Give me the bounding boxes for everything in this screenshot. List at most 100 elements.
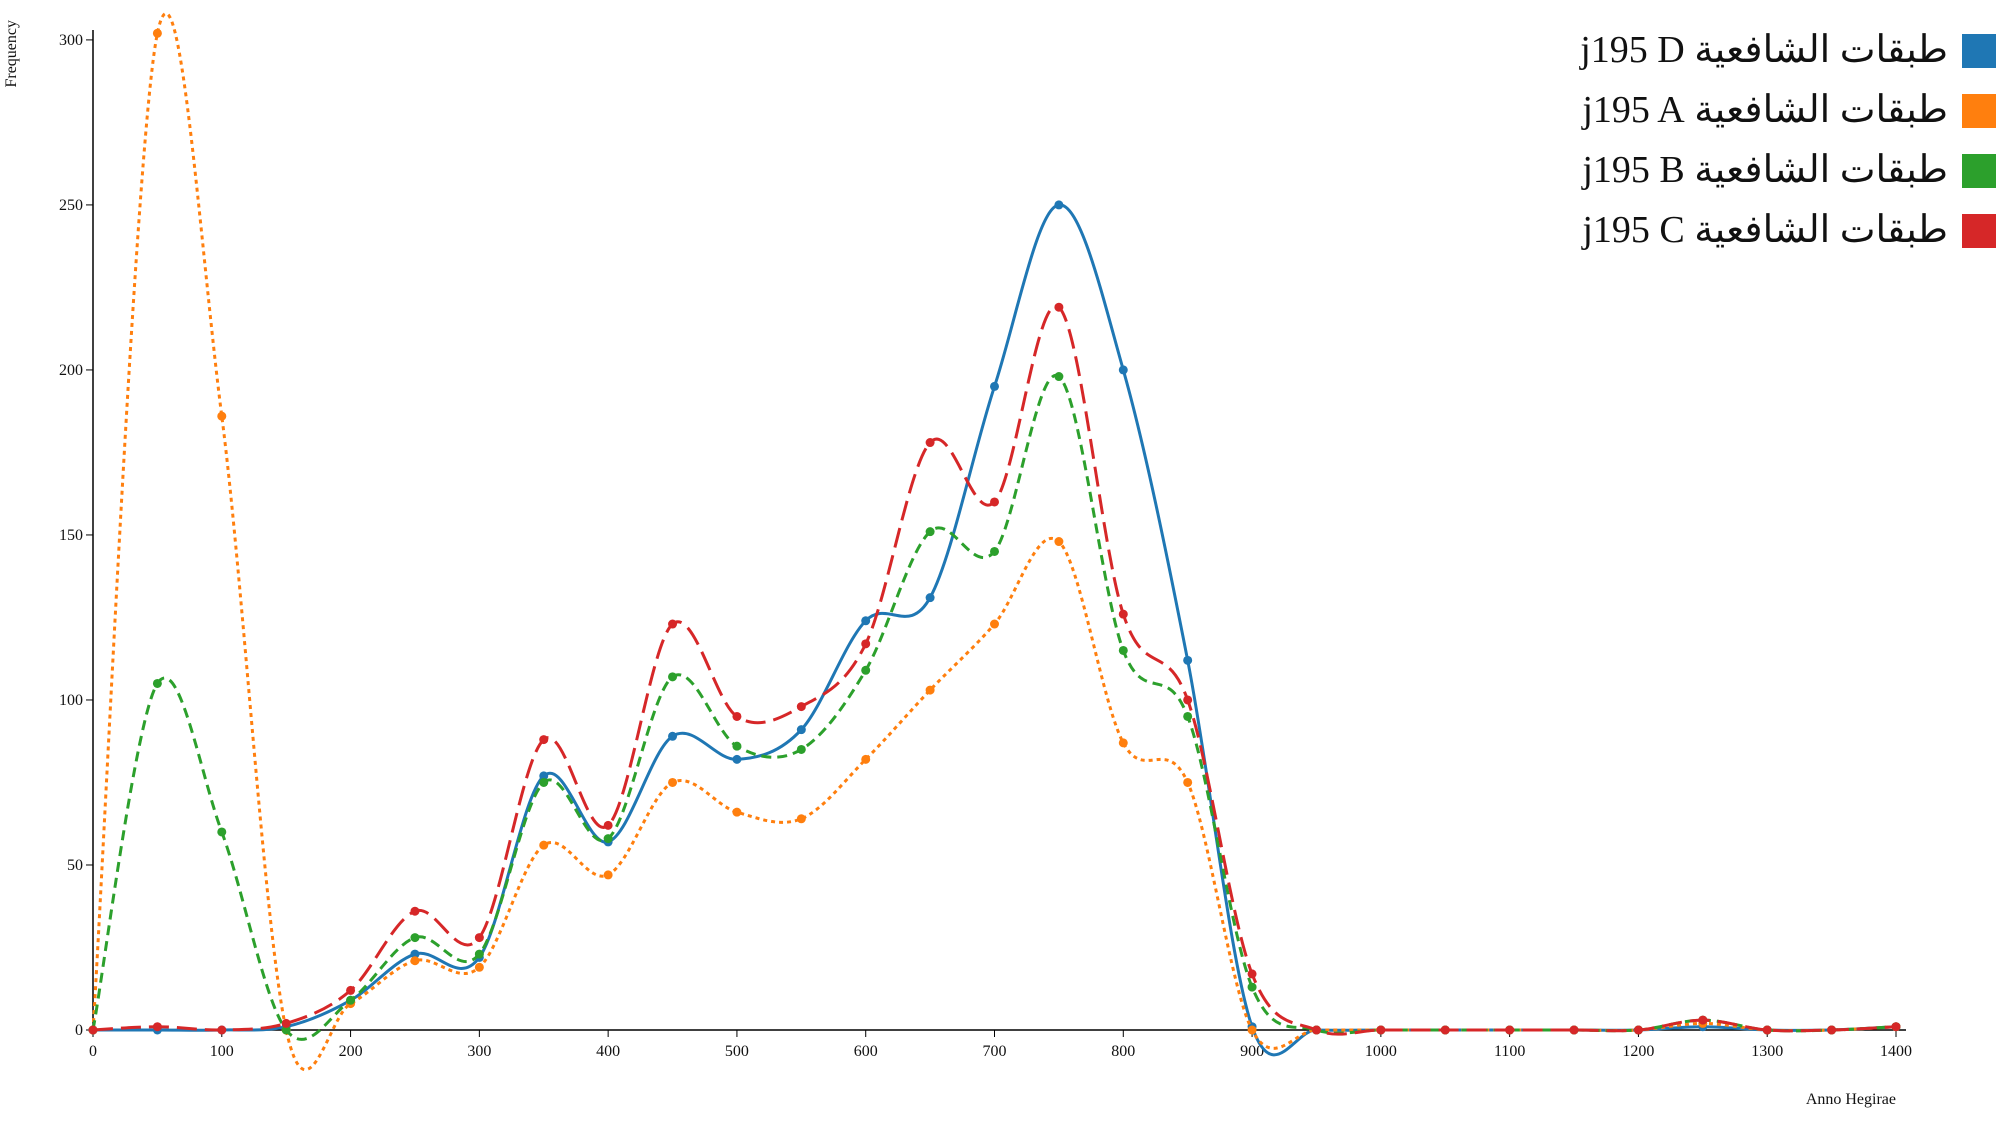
legend-label: طبقات الشافعية j195 B <box>1580 149 1948 191</box>
data-point <box>1118 609 1128 619</box>
data-point <box>1247 969 1257 979</box>
y-tick-label: 0 <box>75 1022 83 1039</box>
data-point <box>1118 645 1128 655</box>
legend-swatch <box>1962 34 1996 68</box>
y-tick-label: 50 <box>67 857 83 874</box>
data-point <box>539 735 549 745</box>
x-tick-label: 1000 <box>1365 1043 1397 1060</box>
data-point <box>732 711 742 721</box>
data-point <box>668 777 678 787</box>
x-tick-label: 400 <box>596 1043 620 1060</box>
x-tick-label: 600 <box>854 1043 878 1060</box>
legend-label: طبقات الشافعية j195 C <box>1580 209 1948 251</box>
data-point <box>796 725 806 735</box>
data-point <box>732 741 742 751</box>
data-point <box>1698 1015 1708 1025</box>
y-tick-label: 250 <box>59 197 83 214</box>
data-point <box>1183 655 1193 665</box>
data-point <box>603 834 613 844</box>
legend-label: طبقات الشافعية j195 A <box>1580 89 1948 131</box>
data-point <box>732 807 742 817</box>
x-tick-label: 800 <box>1111 1043 1135 1060</box>
legend-swatch <box>1962 94 1996 128</box>
series-line <box>92 304 1897 1036</box>
x-tick-label: 1100 <box>1494 1043 1525 1060</box>
data-point <box>1054 372 1064 382</box>
y-tick-label: 150 <box>59 527 83 544</box>
data-point <box>925 593 935 603</box>
x-tick-label: 900 <box>1240 1043 1264 1060</box>
data-point <box>1054 200 1064 210</box>
data-point <box>1891 1022 1901 1032</box>
data-point <box>1247 1025 1257 1035</box>
data-point <box>1183 777 1193 787</box>
data-point <box>281 1025 291 1035</box>
data-point <box>346 985 356 995</box>
data-point <box>1505 1025 1515 1035</box>
data-point <box>410 933 420 943</box>
x-tick-label: 1300 <box>1751 1043 1783 1060</box>
data-point <box>925 527 935 537</box>
data-point <box>410 906 420 916</box>
y-tick-label: 200 <box>59 362 83 379</box>
x-tick-label: 0 <box>89 1043 97 1060</box>
data-point <box>474 933 484 943</box>
data-point <box>861 616 871 626</box>
data-point <box>1440 1025 1450 1035</box>
data-point <box>1247 982 1257 992</box>
x-tick-label: 700 <box>983 1043 1007 1060</box>
data-point <box>1183 711 1193 721</box>
data-point <box>861 754 871 764</box>
legend-swatch <box>1962 214 1996 248</box>
data-point <box>1633 1025 1643 1035</box>
data-point <box>539 777 549 787</box>
data-point <box>732 754 742 764</box>
data-point <box>861 639 871 649</box>
x-tick-label: 1400 <box>1880 1043 1912 1060</box>
y-tick-label: 300 <box>59 32 83 49</box>
data-point <box>88 1025 98 1035</box>
data-point <box>1762 1025 1772 1035</box>
data-point <box>1376 1025 1386 1035</box>
data-point <box>410 956 420 966</box>
data-point <box>474 949 484 959</box>
series-line <box>93 203 1897 1057</box>
x-tick-label: 200 <box>339 1043 363 1060</box>
data-point <box>603 820 613 830</box>
data-point <box>1183 695 1193 705</box>
x-tick-label: 500 <box>725 1043 749 1060</box>
data-point <box>990 497 999 507</box>
legend-swatch <box>1962 154 1996 188</box>
data-point <box>796 814 806 824</box>
data-point <box>990 619 999 629</box>
y-tick-label: 100 <box>59 692 83 709</box>
data-point <box>410 949 420 959</box>
data-point <box>861 665 871 675</box>
data-point <box>668 731 678 741</box>
data-point <box>217 411 227 421</box>
data-point <box>346 995 356 1005</box>
data-point <box>1118 738 1128 748</box>
data-point <box>281 1018 291 1028</box>
data-point <box>668 619 678 629</box>
y-axis-label: Frequency <box>3 20 20 88</box>
data-point <box>1311 1025 1321 1035</box>
data-point <box>152 28 162 38</box>
data-point <box>539 840 549 850</box>
data-point <box>152 678 162 688</box>
data-point <box>474 962 484 972</box>
legend-label: طبقات الشافعية j195 D <box>1578 29 1948 71</box>
data-point <box>990 381 999 391</box>
data-point <box>217 827 227 837</box>
data-point <box>1054 537 1064 547</box>
data-point <box>1054 302 1064 312</box>
data-point <box>796 744 806 754</box>
data-point <box>668 672 678 682</box>
data-point <box>1827 1025 1837 1035</box>
data-point <box>796 702 806 712</box>
data-point <box>925 438 935 448</box>
data-point <box>152 1022 162 1032</box>
x-tick-label: 1200 <box>1622 1043 1654 1060</box>
data-point <box>603 870 613 880</box>
